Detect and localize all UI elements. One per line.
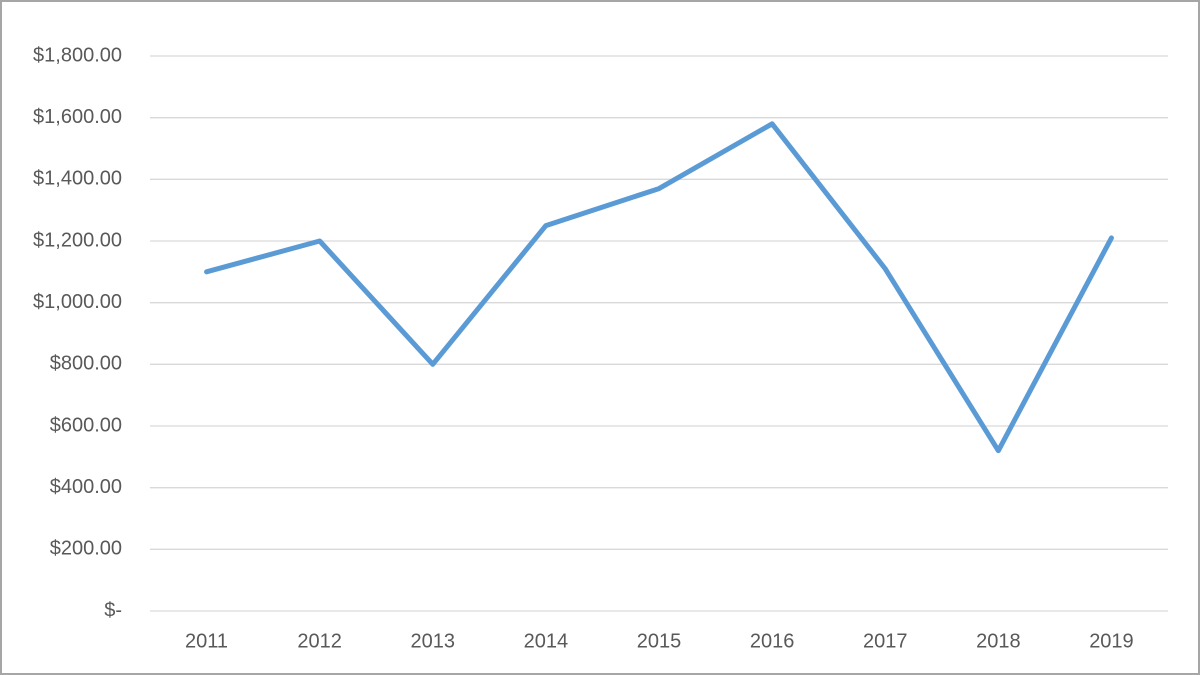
x-tick-label: 2016 [750,630,795,652]
y-tick-label: $1,800.00 [33,44,122,66]
x-tick-label: 2014 [524,630,569,652]
y-tick-label: $1,600.00 [33,106,122,128]
y-tick-label: $1,200.00 [33,229,122,251]
x-tick-label: 2013 [411,630,456,652]
y-tick-label: $800.00 [50,353,122,375]
y-tick-label: $- [104,599,122,621]
x-tick-label: 2018 [976,630,1021,652]
y-tick-label: $400.00 [50,476,122,498]
y-tick-label: $600.00 [50,414,122,436]
x-tick-label: 2012 [297,630,342,652]
x-tick-label: 2017 [863,630,908,652]
data-line [204,121,1114,454]
x-tick-label: 2019 [1089,630,1134,652]
x-tick-label: 2015 [637,630,682,652]
y-tick-label: $200.00 [50,538,122,560]
y-tick-label: $1,400.00 [33,168,122,190]
x-tick-label: 2011 [185,630,228,652]
y-tick-label: $1,000.00 [33,291,122,313]
